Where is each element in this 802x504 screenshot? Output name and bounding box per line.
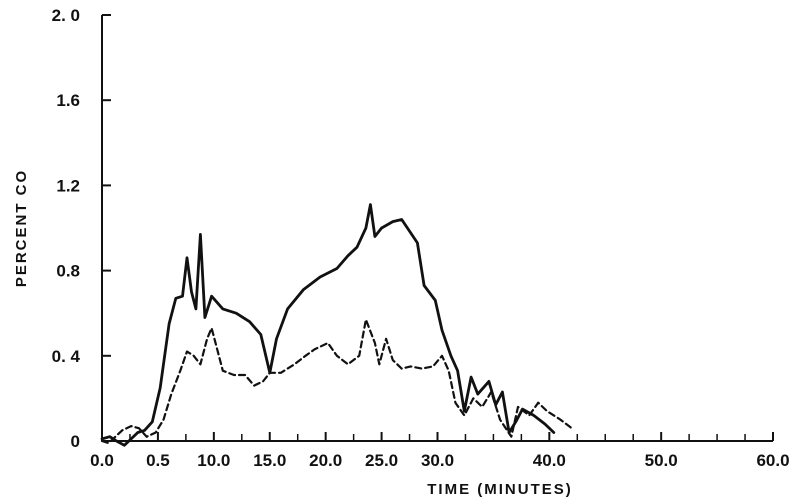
y-tick-label: 1.6 [56, 91, 80, 110]
x-axis-ticks [101, 432, 774, 441]
x-tick-label: 40.0 [533, 451, 566, 470]
x-axis-title: TIME (MINUTES) [427, 481, 573, 498]
x-tick-label: 50.0 [645, 451, 678, 470]
y-tick-label: 1.2 [56, 176, 80, 195]
x-tick-label: 60.0 [756, 451, 789, 470]
series-group [100, 203, 573, 447]
y-axis-title: PERCENT CO [13, 169, 30, 287]
y-tick-label: 2. 0 [52, 6, 80, 25]
y-axis-ticks [102, 14, 111, 442]
dashed-series-line [100, 318, 573, 445]
x-tick-label: 0.0 [90, 451, 114, 470]
solid-series-line [100, 203, 556, 447]
y-tick-labels: 0 0. 4 0.8 1.2 1.6 2. 0 [52, 6, 81, 451]
x-tick-label: 0.5 [146, 451, 170, 470]
x-tick-labels: 0.0 0.5 10.0 15.0 20.0 25.0 30.0 40.0 50.0 60.0 [90, 451, 789, 470]
x-tick-label: 25.0 [365, 451, 398, 470]
y-tick-label: 0. 4 [52, 347, 81, 366]
x-tick-label: 30.0 [421, 451, 454, 470]
x-tick-label: 10.0 [197, 451, 230, 470]
x-tick-label: 15.0 [253, 451, 286, 470]
y-tick-label: 0 [71, 432, 80, 451]
y-tick-label: 0.8 [56, 262, 80, 281]
x-tick-label: 20.0 [309, 451, 342, 470]
